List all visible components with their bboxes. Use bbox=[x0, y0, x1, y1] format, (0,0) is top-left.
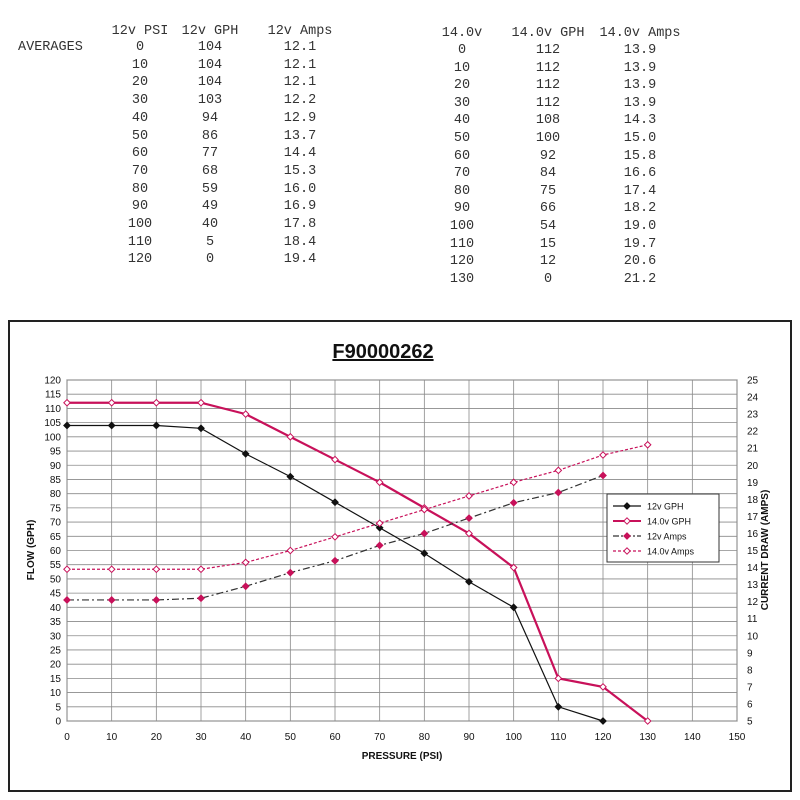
table14-cell: 18.2 bbox=[623, 201, 657, 217]
table12-cell: 90 bbox=[131, 199, 149, 215]
table14-cell: 16.6 bbox=[623, 166, 657, 182]
table14-cell: 92 bbox=[539, 148, 557, 164]
table12-cell: 86 bbox=[201, 128, 219, 144]
table14-cell: 20.6 bbox=[623, 254, 657, 270]
table12-header: 12v GPH bbox=[181, 24, 239, 39]
table12-cell: 12.2 bbox=[283, 93, 317, 109]
table12-cell: 14.4 bbox=[283, 146, 317, 162]
table14-header: 14.0v bbox=[441, 26, 483, 41]
table14-cell: 54 bbox=[539, 219, 557, 234]
table14-cell: 13.9 bbox=[623, 43, 657, 58]
table12-cell: 40 bbox=[131, 110, 149, 126]
table14-cell: 19.0 bbox=[623, 219, 657, 234]
table12-cell: 12.9 bbox=[283, 110, 317, 126]
table14-cell: 112 bbox=[535, 78, 561, 94]
table14-cell: 15.0 bbox=[623, 131, 657, 146]
table14-cell: 110 bbox=[449, 236, 475, 252]
table14-cell: 40 bbox=[453, 113, 471, 129]
table12-cell: 18.4 bbox=[283, 234, 317, 250]
table12-cell: 40 bbox=[201, 217, 219, 232]
table12-cell: 30 bbox=[131, 93, 149, 109]
table14-cell: 21.2 bbox=[623, 271, 657, 287]
table14-cell: 66 bbox=[539, 201, 557, 217]
table14-header: 14.0v GPH bbox=[511, 26, 585, 41]
table12-cell: 70 bbox=[131, 163, 149, 179]
table14-cell: 50 bbox=[453, 131, 471, 146]
table12-cell: 5 bbox=[205, 234, 215, 250]
table14-cell: 17.4 bbox=[623, 183, 657, 199]
chart-frame bbox=[8, 320, 792, 792]
table14-cell: 0 bbox=[457, 43, 467, 58]
table12-cell: 19.4 bbox=[283, 252, 317, 268]
table14-header: 14.0v Amps bbox=[599, 26, 681, 41]
table12-cell: 94 bbox=[201, 110, 219, 126]
table14-cell: 130 bbox=[449, 271, 475, 287]
table14-cell: 15 bbox=[539, 236, 557, 252]
table12-cell: 10 bbox=[131, 57, 149, 73]
averages-label: AVERAGES bbox=[18, 40, 83, 55]
table14-cell: 108 bbox=[535, 113, 561, 129]
table14-cell: 15.8 bbox=[623, 148, 657, 164]
table12-cell: 110 bbox=[127, 234, 153, 250]
table14-cell: 14.3 bbox=[623, 113, 657, 129]
table12-cell: 50 bbox=[131, 128, 149, 144]
table12-cell: 17.8 bbox=[283, 217, 317, 232]
table14-cell: 13.9 bbox=[623, 78, 657, 94]
table12-cell: 12.1 bbox=[283, 75, 317, 91]
table14-cell: 100 bbox=[449, 219, 475, 234]
table14-cell: 13.9 bbox=[623, 95, 657, 111]
table14-cell: 13.9 bbox=[623, 60, 657, 76]
table12-cell: 104 bbox=[197, 57, 223, 73]
table14-cell: 20 bbox=[453, 78, 471, 94]
table12-cell: 104 bbox=[197, 40, 223, 55]
table14-cell: 120 bbox=[449, 254, 475, 270]
table12-cell: 77 bbox=[201, 146, 219, 162]
table12-cell: 12.1 bbox=[283, 40, 317, 55]
table12-cell: 80 bbox=[131, 181, 149, 197]
table12-cell: 60 bbox=[131, 146, 149, 162]
table12-cell: 68 bbox=[201, 163, 219, 179]
table14-cell: 0 bbox=[543, 271, 553, 287]
table12-cell: 20 bbox=[131, 75, 149, 91]
table14-cell: 19.7 bbox=[623, 236, 657, 252]
table12-cell: 103 bbox=[197, 93, 223, 109]
table12-cell: 16.9 bbox=[283, 199, 317, 215]
table12-cell: 49 bbox=[201, 199, 219, 215]
table14-cell: 84 bbox=[539, 166, 557, 182]
table12-cell: 59 bbox=[201, 181, 219, 197]
table14-cell: 112 bbox=[535, 95, 561, 111]
table14-cell: 12 bbox=[539, 254, 557, 270]
table12-cell: 100 bbox=[127, 217, 153, 232]
table14-cell: 10 bbox=[453, 60, 471, 76]
table12-cell: 15.3 bbox=[283, 163, 317, 179]
table12-cell: 12.1 bbox=[283, 57, 317, 73]
table12-cell: 0 bbox=[135, 40, 145, 55]
table12-cell: 104 bbox=[197, 75, 223, 91]
table12-cell: 13.7 bbox=[283, 128, 317, 144]
table14-cell: 112 bbox=[535, 60, 561, 76]
table14-cell: 70 bbox=[453, 166, 471, 182]
table14-cell: 90 bbox=[453, 201, 471, 217]
table14-cell: 75 bbox=[539, 183, 557, 199]
table12-cell: 0 bbox=[205, 252, 215, 268]
table12-cell: 16.0 bbox=[283, 181, 317, 197]
table14-cell: 30 bbox=[453, 95, 471, 111]
table14-cell: 112 bbox=[535, 43, 561, 58]
table14-cell: 60 bbox=[453, 148, 471, 164]
table12-header: 12v Amps bbox=[267, 24, 333, 39]
table14-cell: 80 bbox=[453, 183, 471, 199]
table12-cell: 120 bbox=[127, 252, 153, 268]
table14-cell: 100 bbox=[535, 131, 561, 146]
table12-header: 12v PSI bbox=[111, 24, 169, 39]
